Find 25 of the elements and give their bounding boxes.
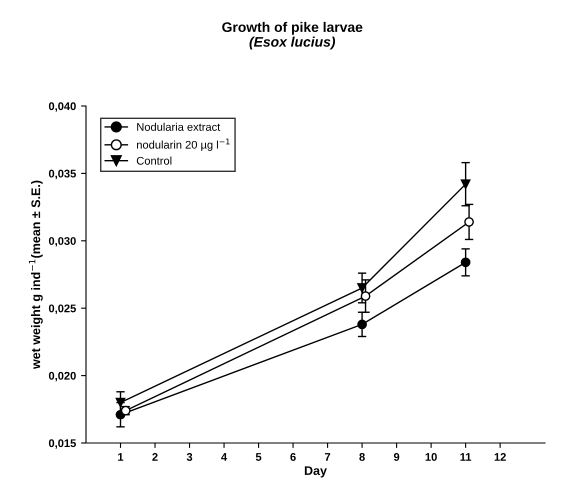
x-tick-label: 12 xyxy=(494,453,506,461)
legend-label: Nodularia extract xyxy=(137,122,220,131)
legend-label: Control xyxy=(136,156,172,165)
y-tick-label: 0,025 xyxy=(48,304,76,314)
chart-title: Growth of pike larvae xyxy=(222,22,362,35)
x-tick-label: 4 xyxy=(221,453,228,461)
x-tick-label: 8 xyxy=(359,453,365,461)
x-tick-label: 3 xyxy=(186,453,192,461)
x-tick-label: 10 xyxy=(426,453,437,461)
y-tick-label: 0,035 xyxy=(48,170,76,180)
x-tick-label: 1 xyxy=(118,453,124,461)
y-tick-label: 0,030 xyxy=(48,237,76,247)
y-tick-label: 0,020 xyxy=(48,372,76,382)
legend-label: nodularin 20 µg l$^{−1}$ xyxy=(137,138,230,151)
x-tick-label: 11 xyxy=(460,453,472,461)
x-tick-label: 5 xyxy=(256,453,262,461)
y-tick-label: 0,015 xyxy=(48,439,76,449)
chart-subtitle: (Esox lucius) xyxy=(250,36,336,50)
x-tick-label: 2 xyxy=(152,453,158,461)
y-axis-title: wet weight g ind$^{−1}$(mean ± S.E.) xyxy=(28,180,43,370)
x-tick-label: 6 xyxy=(290,453,296,461)
y-tick-label: 0,040 xyxy=(48,102,76,112)
x-tick-label: 9 xyxy=(394,453,400,461)
x-axis-title: Day xyxy=(304,466,327,478)
x-tick-label: 7 xyxy=(324,453,330,461)
